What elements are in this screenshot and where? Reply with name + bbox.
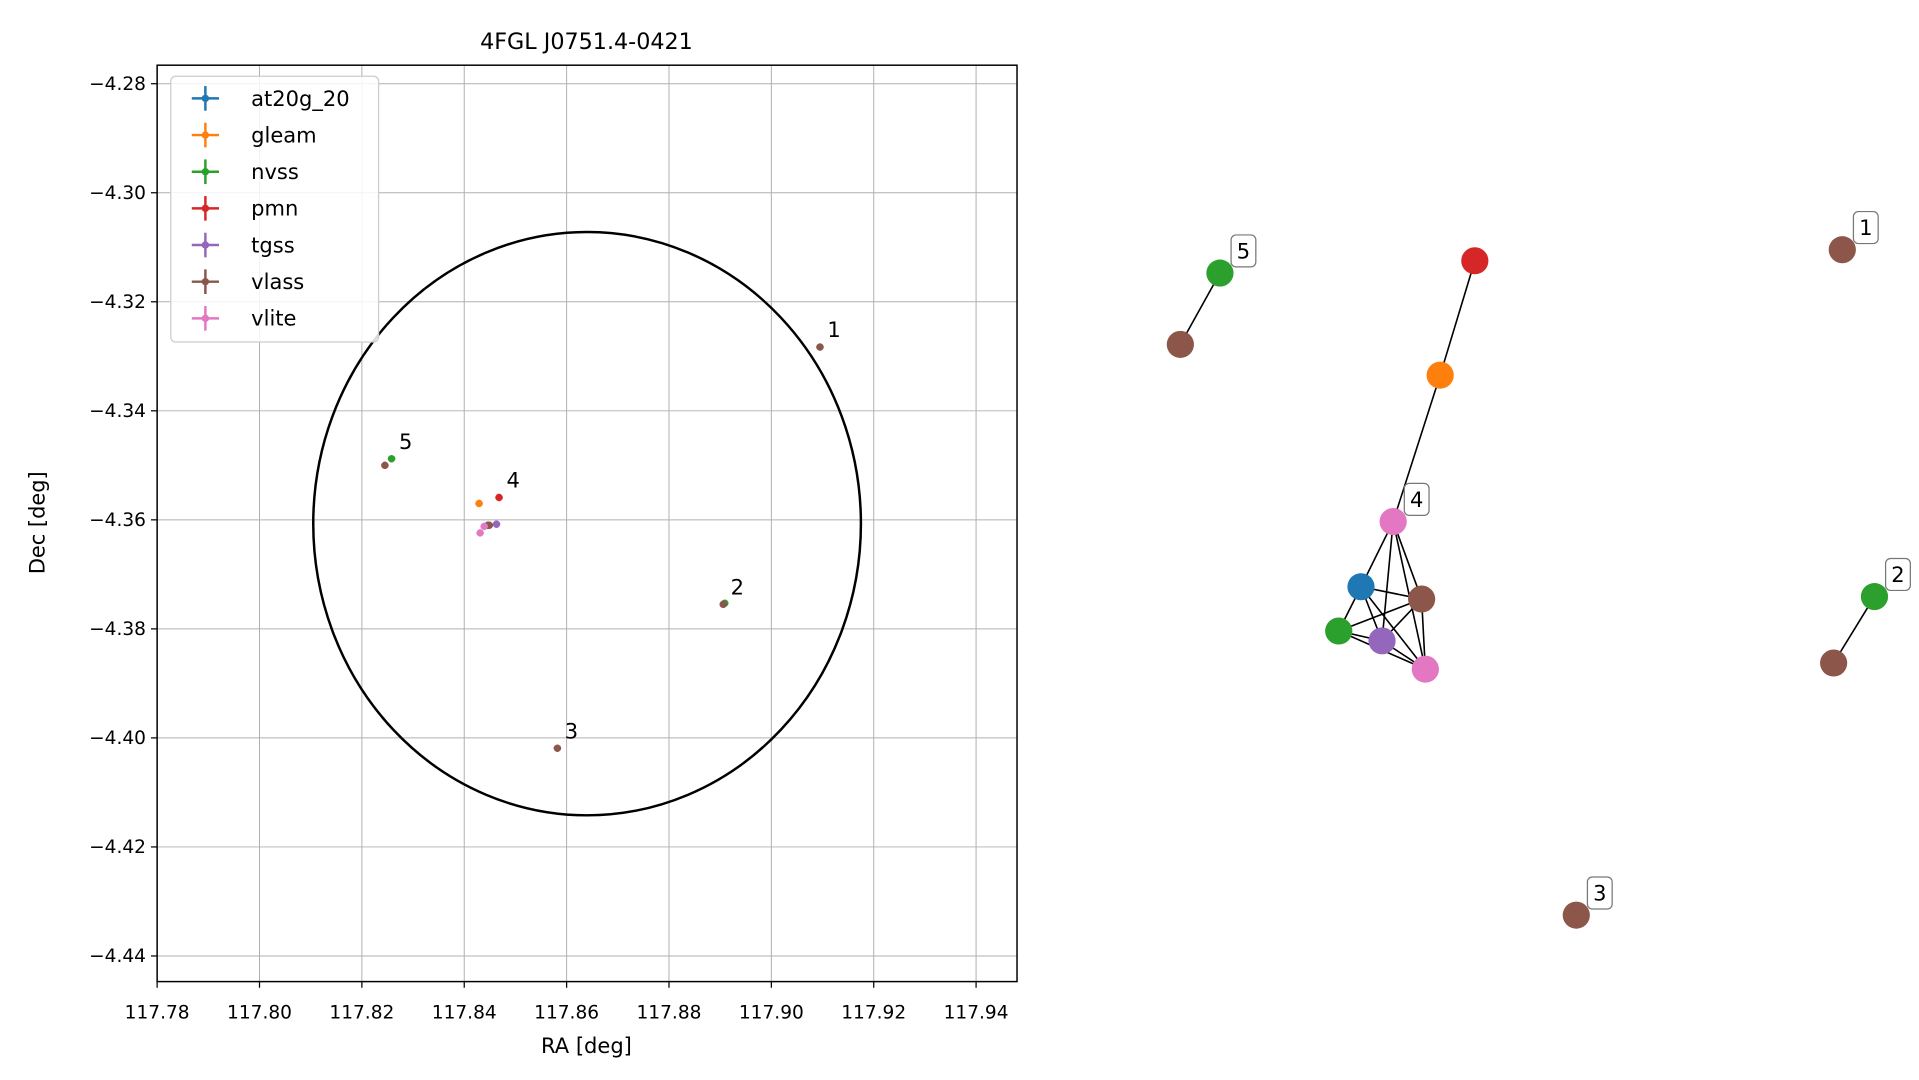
x-tick-label: 117.92	[841, 1003, 906, 1024]
annotation: 2	[731, 576, 744, 600]
legend-label: vlass	[251, 270, 304, 294]
edge	[1381, 521, 1394, 641]
node	[1461, 247, 1489, 275]
y-tick-label: −4.38	[89, 619, 146, 640]
legend-label: vlite	[251, 307, 296, 331]
point	[553, 744, 562, 752]
x-tick-label: 117.80	[227, 1003, 292, 1024]
y-tick-label: −4.28	[89, 74, 146, 95]
x-tick-label: 117.78	[125, 1003, 190, 1024]
edge	[1439, 260, 1476, 376]
y-tick-label: −4.30	[89, 183, 146, 204]
point	[387, 455, 396, 463]
node	[1860, 583, 1889, 611]
y-axis-label: Dec [deg]	[25, 471, 49, 574]
edge	[1338, 598, 1422, 632]
node	[1325, 617, 1353, 645]
node-label-box	[1230, 234, 1257, 268]
legend-label: gleam	[251, 123, 317, 147]
x-axis-label: RA [deg]	[541, 1034, 632, 1058]
chart-title: 4FGL J0751.4-0421	[480, 29, 693, 55]
circle-region	[312, 230, 863, 817]
legend-box	[170, 75, 380, 343]
edge	[1179, 272, 1221, 345]
node	[1820, 649, 1848, 677]
edge	[1392, 374, 1441, 522]
node-label-box	[1403, 482, 1430, 517]
y-tick-label: −4.42	[89, 837, 146, 858]
annotation: 3	[565, 719, 578, 743]
node-label-box	[1586, 876, 1613, 910]
annotation: 5	[399, 430, 412, 454]
point	[719, 600, 727, 609]
node-label-box	[1852, 210, 1879, 245]
node	[1166, 330, 1194, 358]
legend-label: pmn	[251, 197, 298, 221]
node	[1411, 655, 1439, 683]
legend-marker	[201, 314, 210, 323]
point	[480, 522, 488, 531]
y-tick-label: −4.36	[89, 510, 146, 531]
node	[1562, 901, 1590, 929]
plot-frame	[156, 64, 1018, 983]
legend-label: tgss	[251, 233, 295, 257]
node	[1828, 236, 1856, 264]
node-label: 2	[1891, 563, 1904, 587]
node-label: 5	[1237, 239, 1250, 263]
x-tick-label: 117.82	[329, 1003, 394, 1024]
legend-marker	[201, 204, 210, 213]
legend-marker	[201, 241, 210, 249]
node	[1379, 508, 1407, 536]
point	[495, 493, 503, 502]
y-tick-label: −4.44	[89, 946, 146, 967]
x-tick-label: 117.88	[637, 1003, 702, 1024]
legend-marker	[201, 277, 210, 286]
x-tick-label: 117.84	[432, 1003, 497, 1024]
legend-marker	[201, 131, 210, 139]
point	[476, 529, 484, 537]
edge	[1392, 521, 1423, 600]
node	[1426, 361, 1454, 389]
point	[492, 520, 501, 528]
node-label: 1	[1859, 216, 1872, 240]
y-tick-label: −4.32	[89, 292, 146, 313]
node-label-box	[1884, 557, 1911, 592]
node	[1368, 627, 1396, 655]
node	[1347, 573, 1375, 601]
node-label: 3	[1593, 881, 1606, 905]
y-tick-label: −4.34	[89, 401, 146, 422]
point	[381, 461, 389, 470]
y-tick-label: −4.40	[89, 728, 146, 749]
annotation: 4	[506, 469, 519, 493]
x-tick-label: 117.90	[739, 1003, 804, 1024]
annotation: 1	[827, 318, 840, 342]
node-label: 4	[1410, 488, 1423, 512]
x-tick-label: 117.94	[944, 1003, 1009, 1024]
legend-marker	[201, 168, 210, 176]
x-tick-label: 117.86	[534, 1003, 599, 1024]
point	[475, 499, 483, 508]
node	[1408, 585, 1436, 613]
node	[1206, 259, 1234, 287]
legend-marker	[201, 94, 210, 103]
legend-label: at20g_20	[251, 87, 350, 112]
point	[816, 343, 824, 351]
legend-label: nvss	[251, 160, 299, 184]
